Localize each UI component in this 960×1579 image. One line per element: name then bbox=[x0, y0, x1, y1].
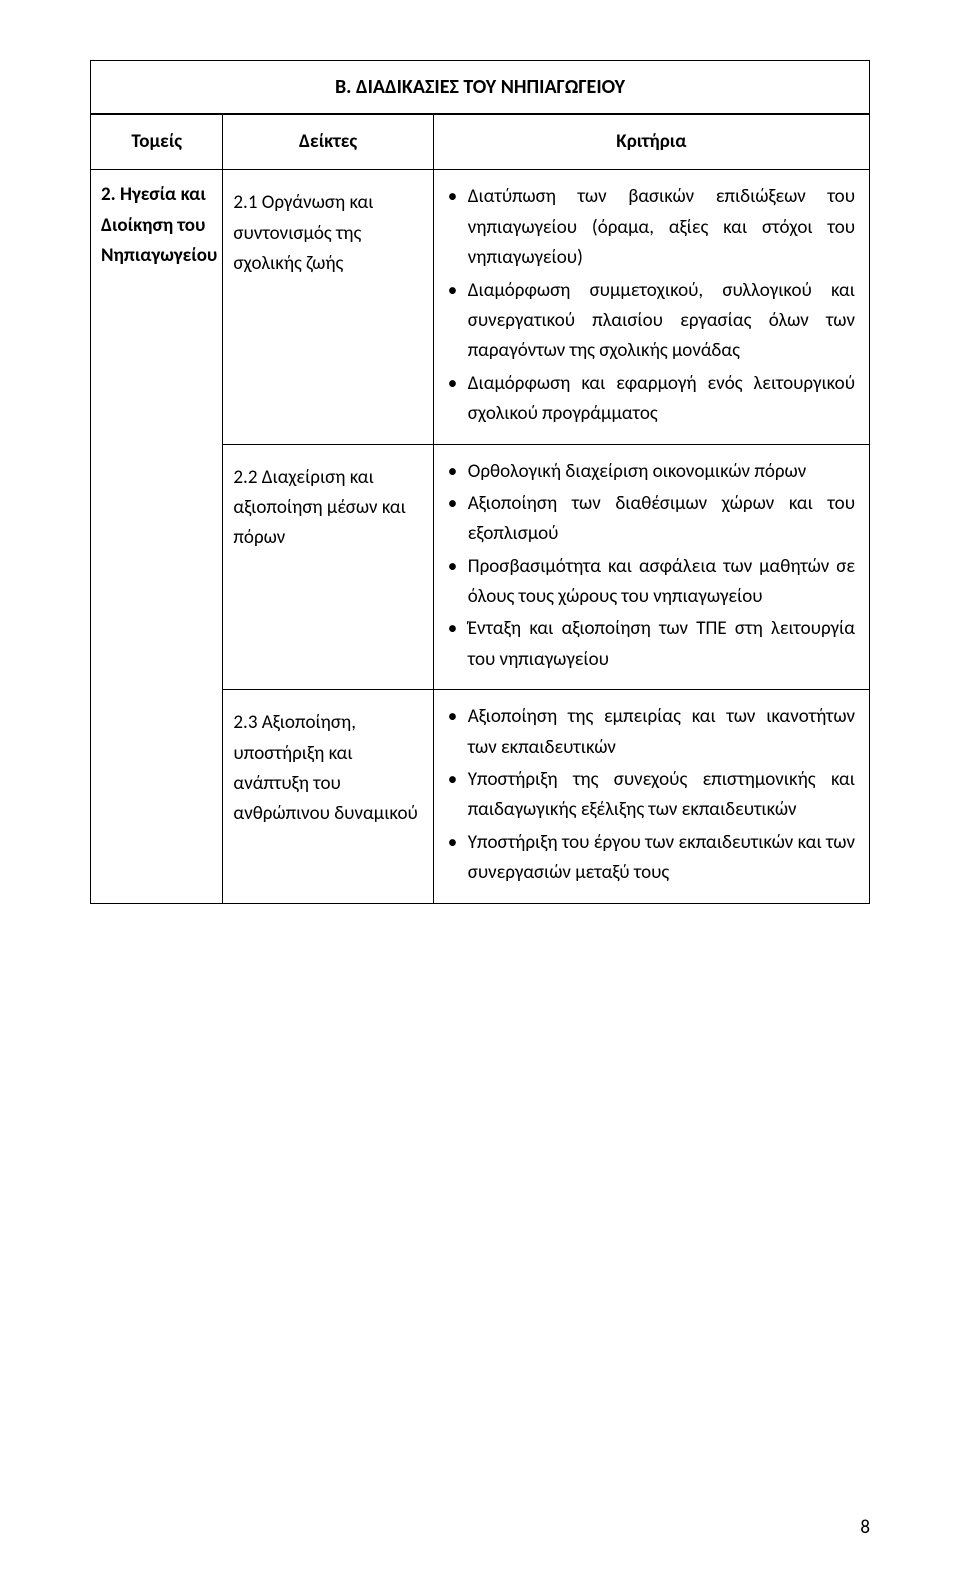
header-tomeis: Τομείς bbox=[91, 115, 223, 170]
table-header-row: Τομείς Δείκτες Κριτήρια bbox=[91, 115, 870, 170]
cell-deiktes-3: 2.3 Αξιοποίηση, υποστήριξη και ανάπτυξη … bbox=[223, 690, 433, 903]
bullet-list: Ορθολογική διαχείριση οικονομικών πόρων … bbox=[442, 457, 855, 676]
bullet-item: Υποστήριξη του έργου των εκπαιδευτικών κ… bbox=[442, 828, 855, 889]
table-row: 2. Ηγεσία και Διοίκηση του Νηπιαγωγείου … bbox=[91, 170, 870, 444]
header-deiktes: Δείκτες bbox=[223, 115, 433, 170]
bullet-item: Ορθολογική διαχείριση οικονομικών πόρων bbox=[442, 457, 855, 487]
page: Β. ΔΙΑΔΙΚΑΣΙΕΣ ΤΟΥ ΝΗΠΙΑΓΩΓΕΙΟΥ Τομείς Δ… bbox=[0, 0, 960, 1579]
cell-deiktes-1: 2.1 Οργάνωση και συντονισμός της σχολική… bbox=[223, 170, 433, 444]
bullet-item: Διαμόρφωση και εφαρμογή ενός λειτουργικο… bbox=[442, 369, 855, 430]
bullet-item: Διατύπωση των βασικών επιδιώξεων του νηπ… bbox=[442, 182, 855, 273]
bullet-item: Αξιοποίηση της εμπειρίας και των ικανοτή… bbox=[442, 702, 855, 763]
cell-tomeis: 2. Ηγεσία και Διοίκηση του Νηπιαγωγείου bbox=[91, 170, 223, 903]
cell-deiktes-2: 2.2 Διαχείριση και αξιοποίηση μέσων και … bbox=[223, 444, 433, 690]
cell-kritiria-2: Ορθολογική διαχείριση οικονομικών πόρων … bbox=[433, 444, 869, 690]
cell-kritiria-1: Διατύπωση των βασικών επιδιώξεων του νηπ… bbox=[433, 170, 869, 444]
header-kritiria: Κριτήρια bbox=[433, 115, 869, 170]
bullet-item: Προσβασιμότητα και ασφάλεια των μαθητών … bbox=[442, 552, 855, 613]
bullet-item: Ένταξη και αξιοποίηση των ΤΠΕ στη λειτου… bbox=[442, 614, 855, 675]
main-table: Τομείς Δείκτες Κριτήρια 2. Ηγεσία και Δι… bbox=[90, 114, 870, 904]
bullet-item: Υποστήριξη της συνεχούς επιστημονικής κα… bbox=[442, 765, 855, 826]
page-number: 8 bbox=[860, 1516, 870, 1539]
bullet-item: Διαμόρφωση συμμετοχικού, συλλογικού και … bbox=[442, 276, 855, 367]
bullet-item: Αξιοποίηση των διαθέσιμων χώρων και του … bbox=[442, 489, 855, 550]
bullet-list: Αξιοποίηση της εμπειρίας και των ικανοτή… bbox=[442, 702, 855, 888]
bullet-list: Διατύπωση των βασικών επιδιώξεων του νηπ… bbox=[442, 182, 855, 429]
cell-kritiria-3: Αξιοποίηση της εμπειρίας και των ικανοτή… bbox=[433, 690, 869, 903]
section-title: Β. ΔΙΑΔΙΚΑΣΙΕΣ ΤΟΥ ΝΗΠΙΑΓΩΓΕΙΟΥ bbox=[90, 60, 870, 114]
